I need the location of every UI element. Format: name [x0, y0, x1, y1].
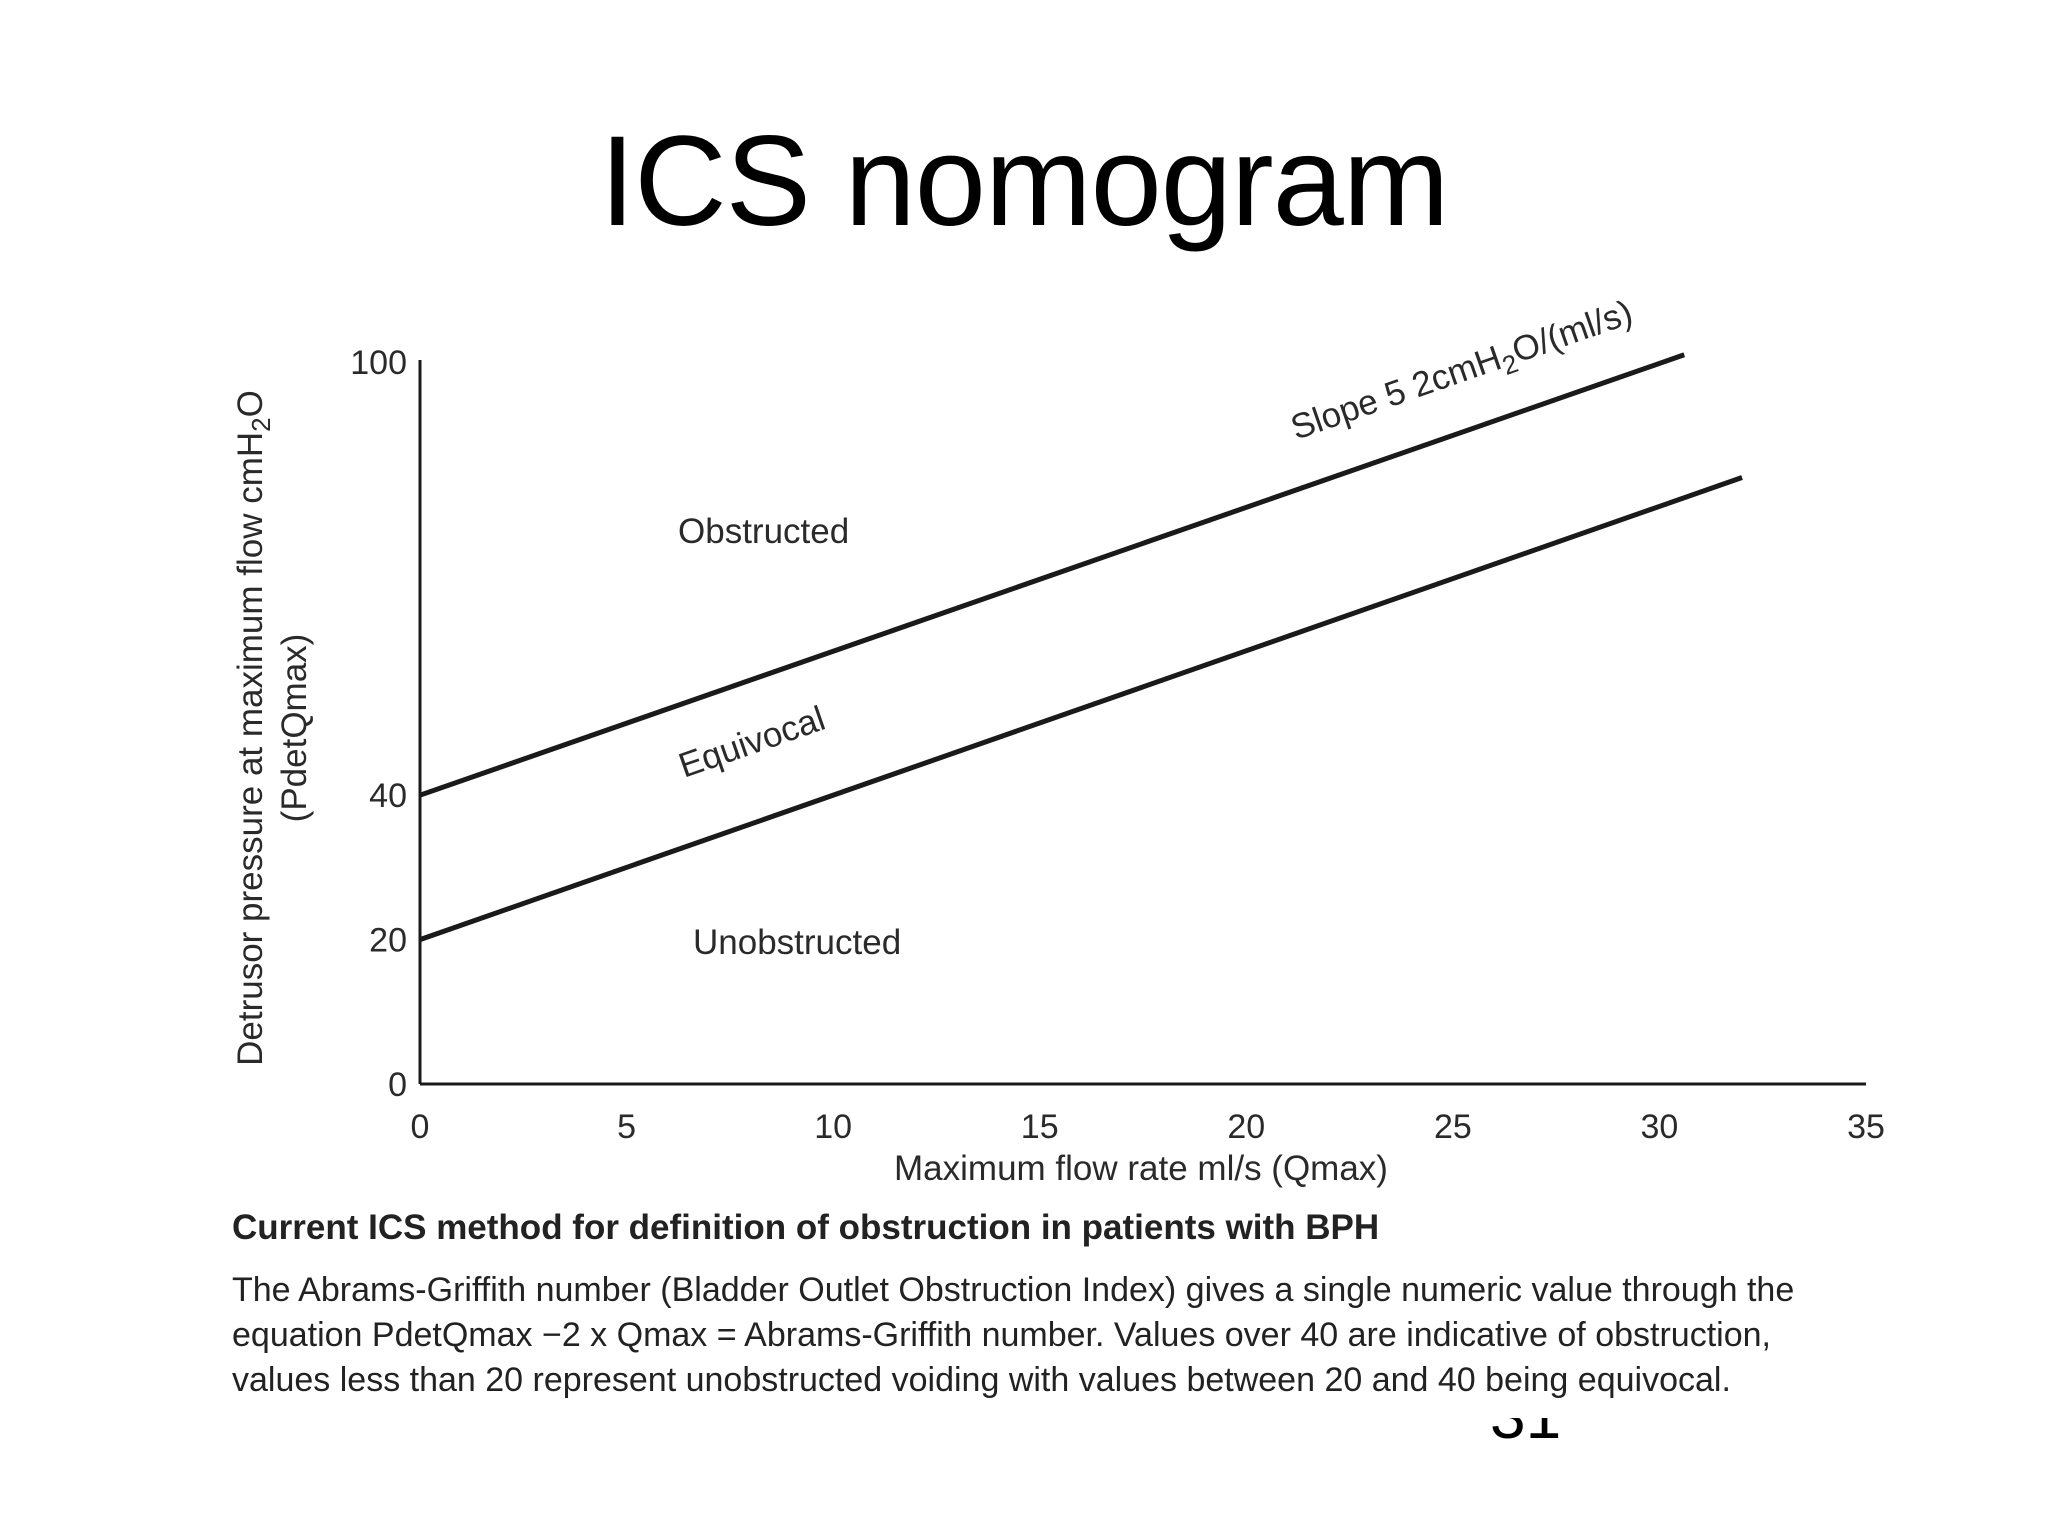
y-axis-label: Detrusor pressure at maximum flow cmH2O … [231, 390, 314, 1066]
lower-boundary-line [419, 475, 1743, 942]
y-axis-label-line-1: Detrusor pressure at maximum flow cmH2O [231, 390, 276, 1066]
slide-number-text: 31 [1490, 1418, 1561, 1452]
x-tick-label: 35 [1847, 1108, 1885, 1146]
x-tick-label: 0 [411, 1108, 430, 1146]
x-tick-label: 25 [1434, 1108, 1472, 1146]
chart-axes [418, 360, 1866, 1086]
y-tick-label: 100 [350, 344, 407, 382]
slide-title: ICS nomogram [599, 110, 1450, 253]
region-label-unobstructed: Unobstructed [693, 923, 901, 962]
y-tick-labels: 0 20 40 100 [350, 344, 407, 1104]
y-tick-label: 20 [369, 922, 407, 960]
x-tick-label: 20 [1227, 1108, 1265, 1146]
x-tick-label: 15 [1021, 1108, 1059, 1146]
x-tick-labels: 0 5 10 15 20 25 30 35 [411, 1108, 1885, 1146]
upper-boundary-line [419, 352, 1686, 798]
x-tick-label: 10 [814, 1108, 852, 1146]
figure-caption: Current ICS method for definition of obs… [232, 1208, 1872, 1403]
y-axis-label-line-2: (PdetQmax) [275, 634, 314, 823]
region-label-equivocal: Equivocal [674, 699, 830, 786]
slope-annotation: Slope 5 2cmH2O/(ml/s) [1286, 293, 1640, 454]
x-tick-label: 5 [617, 1108, 636, 1146]
x-tick-label: 30 [1641, 1108, 1679, 1146]
slide-number: 31 [1490, 1418, 1570, 1456]
caption-body: The Abrams-Griffith number (Bladder Outl… [232, 1271, 1795, 1399]
caption-title: Current ICS method for definition of obs… [232, 1208, 1380, 1247]
y-tick-label: 0 [388, 1066, 407, 1104]
y-tick-label: 40 [369, 777, 407, 815]
region-label-obstructed: Obstructed [678, 512, 849, 551]
boundary-lines [419, 352, 1743, 942]
x-axis-label: Maximum flow rate ml/s (Qmax) [894, 1149, 1388, 1188]
